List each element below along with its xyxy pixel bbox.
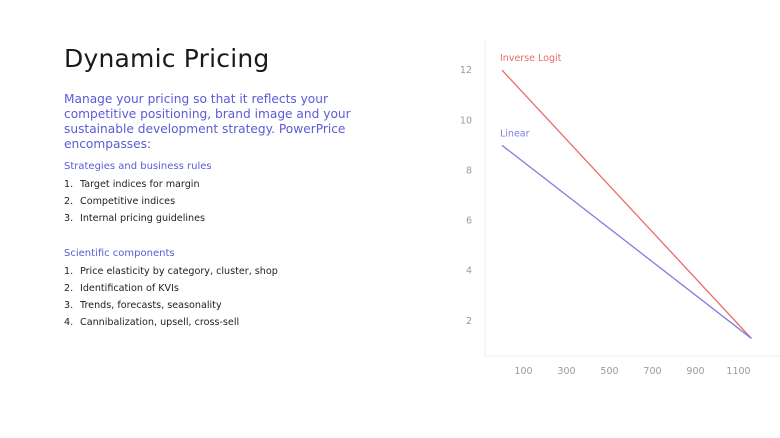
list-item: 3. Internal pricing guidelines	[64, 210, 205, 227]
y-tick-labels: 2 4 6 8 10 12	[460, 65, 472, 327]
list-item-text: Price elasticity by category, cluster, s…	[80, 266, 278, 277]
y-tick-label: 8	[466, 165, 472, 176]
scientific-list: 1. Price elasticity by category, cluster,…	[64, 263, 278, 331]
list-item-text: Internal pricing guidelines	[80, 213, 206, 224]
list-item: 1. Target indices for margin	[64, 176, 205, 193]
pricing-chart: 2 4 6 8 10 12 100 300 500 700 900 1100 Inverse Log…	[460, 40, 780, 377]
section-heading-scientific: Scientific components	[64, 248, 175, 259]
list-item-text: Identification of KVIs	[80, 283, 179, 294]
list-item: 3. Trends, forecasts, seasonality	[64, 297, 278, 314]
x-tick-labels: 100 300 500 700 900 1100	[514, 366, 750, 377]
series-label-linear: Linear	[500, 128, 530, 139]
series-line-linear	[501, 144, 752, 339]
list-item-number: 2.	[64, 283, 74, 294]
slide-title: Dynamic Pricing	[64, 44, 270, 73]
series-lines	[501, 69, 752, 339]
list-item-number: 1.	[64, 179, 74, 190]
intro-text: Manage your pricing so that it reflects …	[64, 92, 351, 151]
list-item: 2. Competitive indices	[64, 193, 205, 210]
list-item-number: 3.	[64, 213, 74, 224]
y-tick-label: 10	[460, 115, 472, 126]
list-item: 1. Price elasticity by category, cluster,…	[64, 263, 278, 280]
y-tick-label: 12	[460, 65, 472, 76]
series-line-inverse-logit	[501, 69, 752, 339]
series-labels: Inverse Logit Linear	[500, 53, 562, 139]
list-item-number: 1.	[64, 266, 74, 277]
list-item-number: 3.	[64, 300, 74, 311]
y-tick-label: 2	[466, 316, 472, 327]
series-label-inverse-logit: Inverse Logit	[500, 53, 562, 64]
x-tick-label: 100	[514, 366, 532, 377]
x-tick-label: 300	[557, 366, 575, 377]
strategies-list: 1. Target indices for margin 2. Competitiv…	[64, 176, 205, 227]
list-item-number: 2.	[64, 196, 74, 207]
list-item-text: Target indices for margin	[80, 179, 200, 190]
x-tick-label: 900	[686, 366, 704, 377]
section-heading-strategies: Strategies and business rules	[64, 161, 212, 172]
y-tick-label: 4	[466, 266, 472, 277]
list-item-text: Cannibalization, upsell, cross-sell	[80, 317, 240, 328]
list-item: 4. Cannibalization, upsell, cross-sell	[64, 314, 278, 331]
x-tick-label: 700	[643, 366, 661, 377]
x-tick-label: 1100	[726, 366, 750, 377]
list-item-text: Competitive indices	[80, 196, 176, 207]
list-item-text: Trends, forecasts, seasonality	[80, 300, 222, 311]
list-item: 2. Identification of KVIs	[64, 280, 278, 297]
y-tick-label: 6	[466, 216, 472, 227]
x-tick-label: 500	[600, 366, 618, 377]
list-item-number: 4.	[64, 317, 74, 328]
